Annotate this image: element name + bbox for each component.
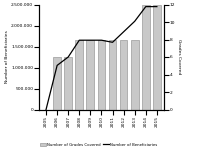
Number of Beneficiaries: [122, 31, 125, 33]
Line: Number of Beneficiaries: Number of Beneficiaries: [46, 7, 157, 109]
Y-axis label: Number of Beneficiaries: Number of Beneficiaries: [5, 31, 9, 83]
Number of Beneficiaries: [156, 6, 158, 8]
Y-axis label: Grades Covered: Grades Covered: [177, 39, 181, 75]
Bar: [131, 39, 138, 110]
Legend: Number of Grades Covered, Number of Beneficiaries: Number of Grades Covered, Number of Bene…: [38, 141, 159, 148]
Number of Beneficiaries: [100, 39, 103, 41]
Number of Beneficiaries: [89, 39, 92, 41]
Bar: [109, 39, 116, 110]
Bar: [64, 57, 72, 110]
Number of Beneficiaries: [111, 41, 114, 43]
Number of Beneficiaries: [56, 64, 58, 66]
Number of Beneficiaries: [45, 109, 47, 110]
Number of Beneficiaries: [134, 20, 136, 22]
Bar: [120, 39, 127, 110]
Bar: [142, 4, 150, 110]
Bar: [98, 39, 105, 110]
Bar: [86, 39, 94, 110]
Number of Beneficiaries: [78, 39, 80, 41]
Number of Beneficiaries: [67, 56, 69, 58]
Bar: [75, 39, 83, 110]
Bar: [53, 57, 61, 110]
Bar: [153, 4, 161, 110]
Number of Beneficiaries: [145, 6, 147, 8]
